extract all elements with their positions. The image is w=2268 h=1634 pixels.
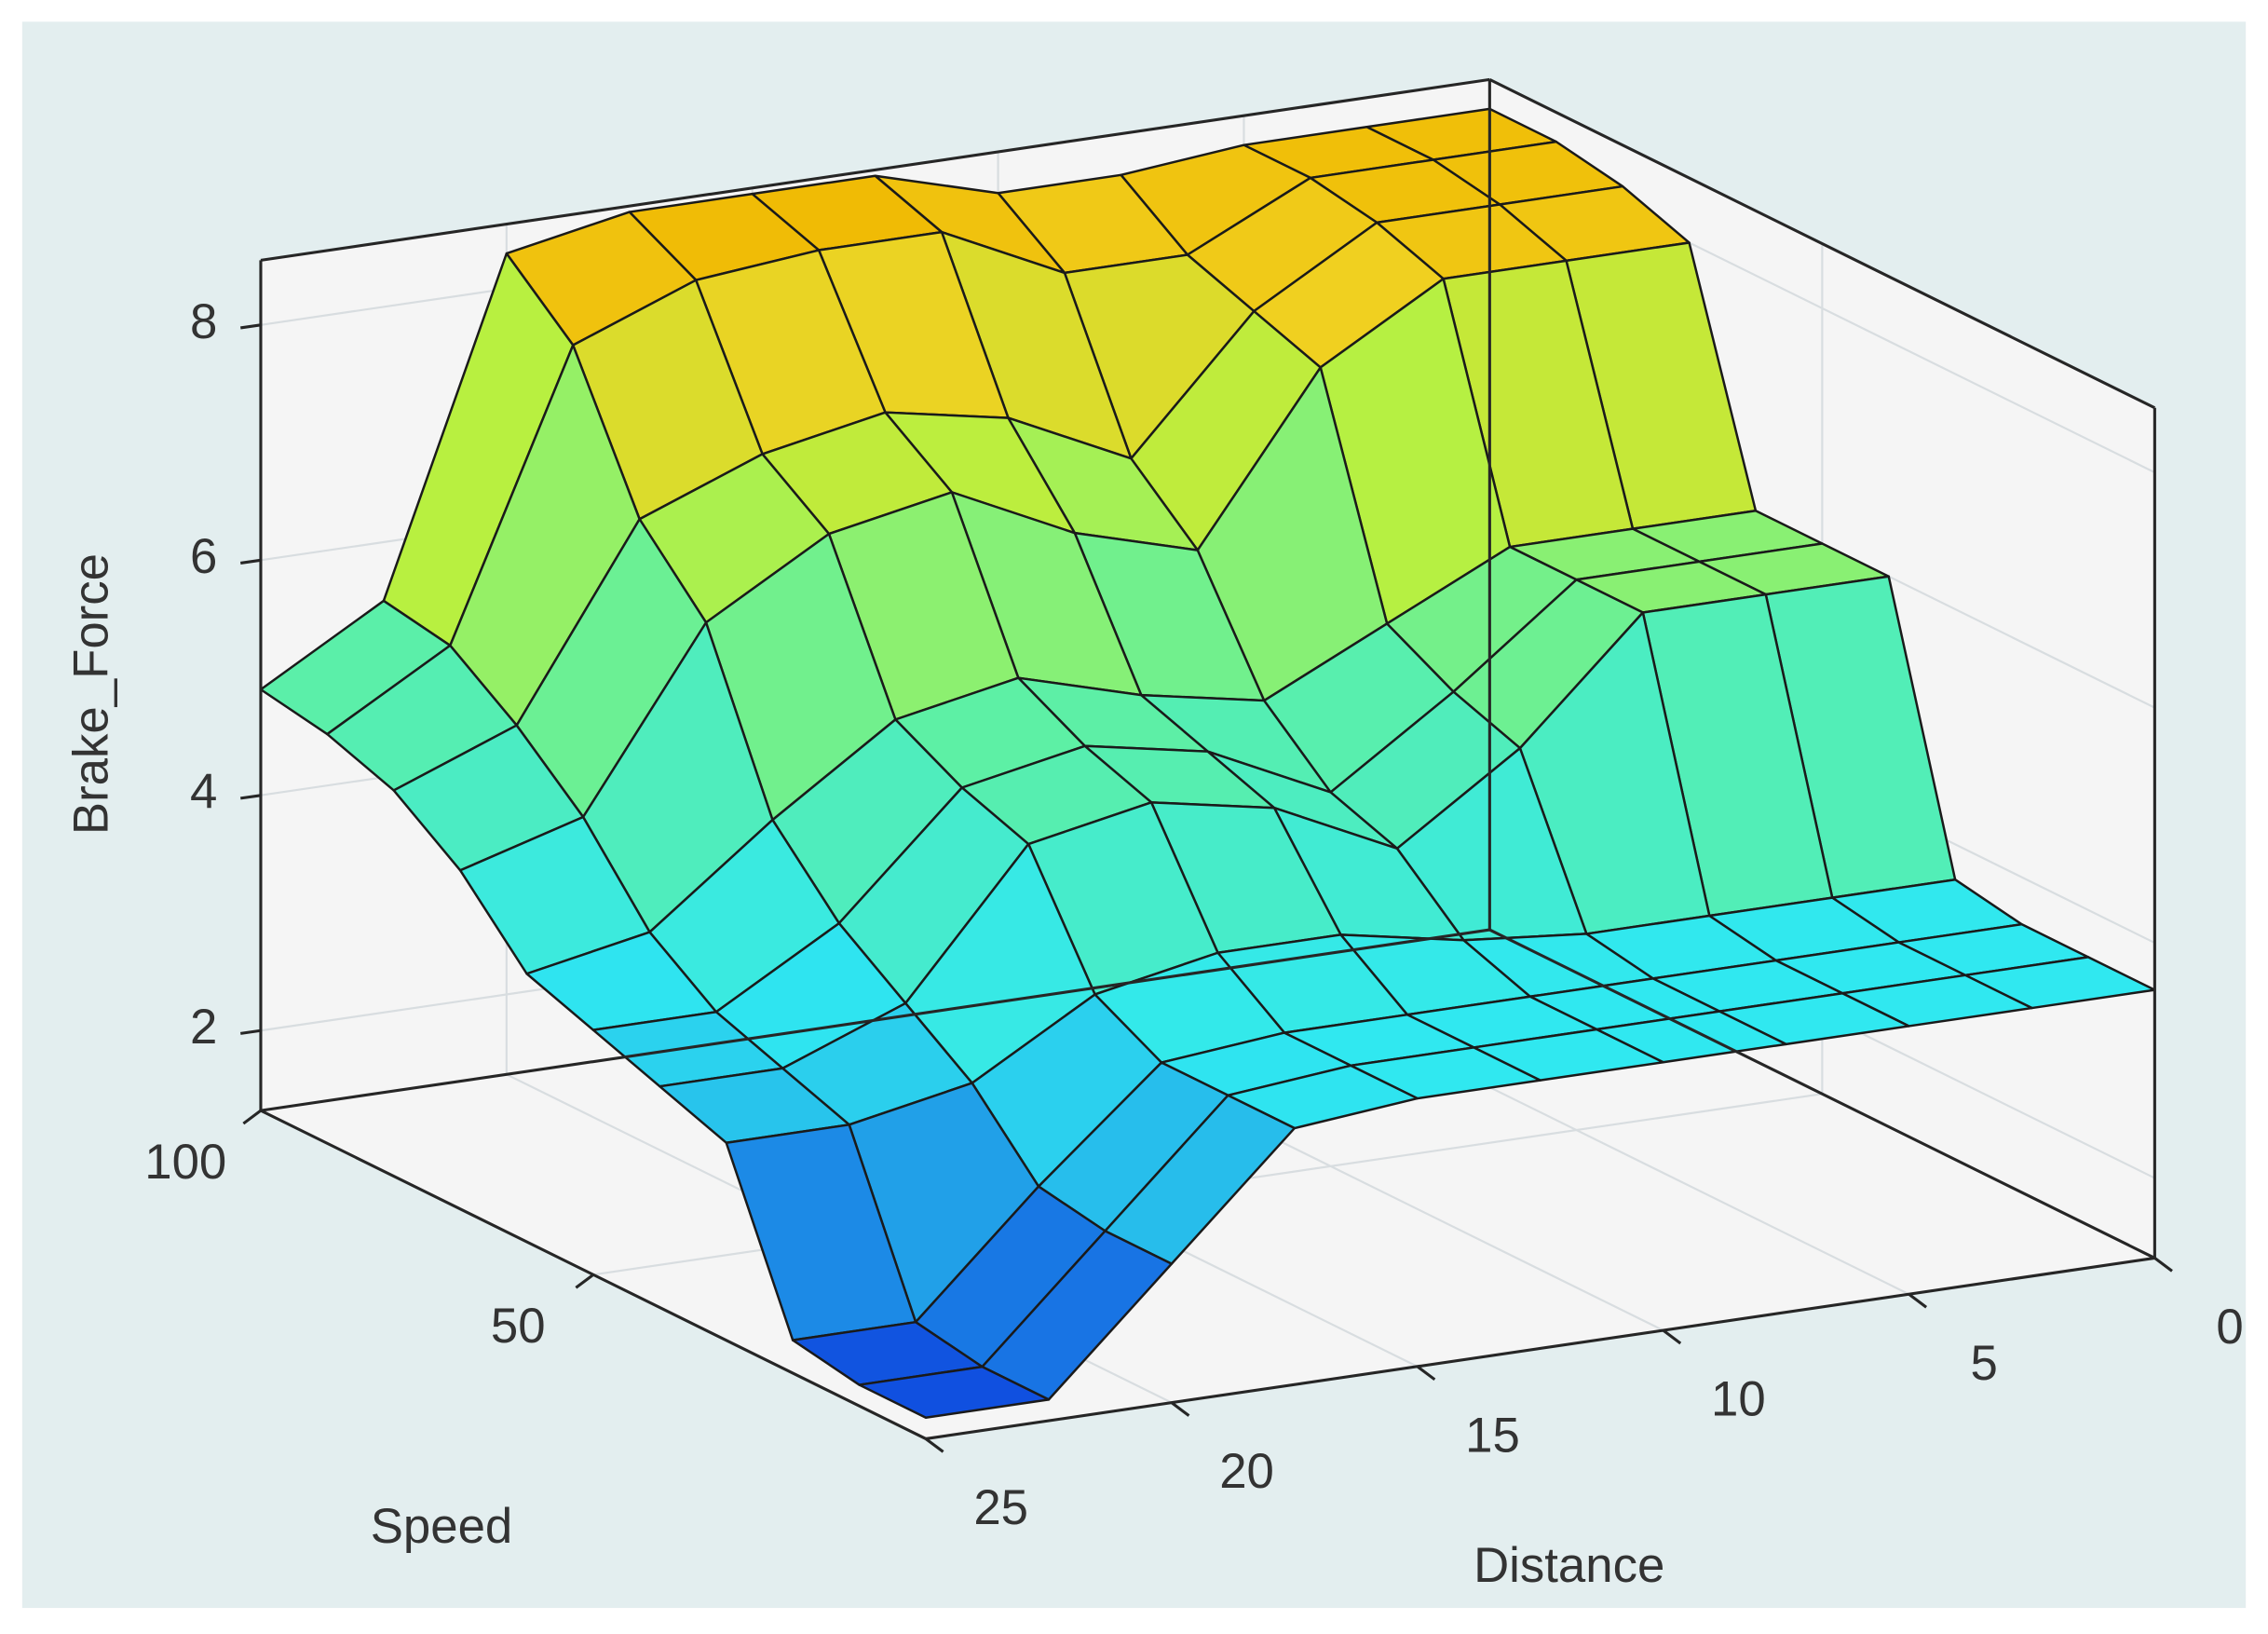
axes: 2 4 6 8 50 100 0 5 10 15 20 25 [144, 77, 2244, 1535]
y-axis-label: Speed [371, 1499, 513, 1554]
y-tick [242, 1109, 262, 1125]
axis-edge [1488, 77, 2156, 410]
z-tick [240, 794, 262, 800]
z-tick [240, 558, 262, 565]
axis-edge [260, 1109, 927, 1440]
x-tick-label: 15 [1465, 1408, 1520, 1463]
surface [259, 107, 2156, 1420]
x-tick [1662, 1328, 1682, 1345]
z-tick [240, 1028, 262, 1035]
x-axis-label: Distance [1474, 1538, 1664, 1593]
x-tick [2153, 1257, 2173, 1273]
x-tick-label: 5 [1971, 1336, 1998, 1391]
x-tick-label: 0 [2216, 1300, 2243, 1355]
x-tick [1170, 1401, 1190, 1417]
axis-edge [925, 1256, 2155, 1440]
x-tick-label: 10 [1711, 1372, 1766, 1427]
z-tick-label: 8 [190, 294, 217, 349]
x-tick-label: 20 [1219, 1444, 1274, 1499]
x-tick [1416, 1365, 1436, 1382]
z-tick-label: 6 [190, 529, 217, 584]
axis-edge [260, 928, 1490, 1112]
axis-edge [1488, 928, 2156, 1260]
z-tick [240, 323, 262, 330]
y-tick-label: 50 [491, 1299, 546, 1354]
y-tick [575, 1273, 594, 1289]
x-tick [1908, 1292, 1928, 1309]
surface-cell [858, 1365, 1051, 1420]
z-axis-label: Brake_Force [63, 553, 118, 835]
z-tick-label: 2 [190, 1000, 217, 1055]
axis-edge [260, 77, 1490, 262]
z-tick-label: 4 [190, 765, 217, 820]
x-tick-label: 25 [973, 1480, 1028, 1535]
x-tick [925, 1437, 944, 1453]
y-tick-label: 100 [144, 1135, 226, 1190]
